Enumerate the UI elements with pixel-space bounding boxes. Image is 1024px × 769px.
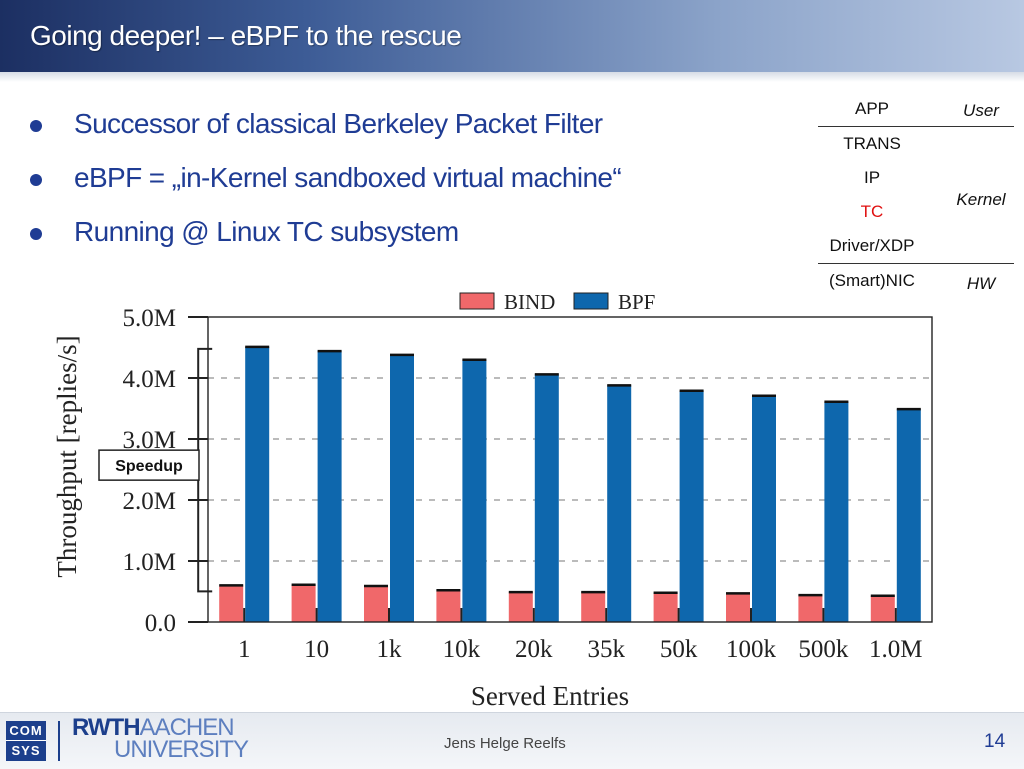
bar-bpf: [824, 401, 849, 622]
bars: [219, 345, 921, 622]
bar-bpf: [462, 359, 487, 622]
bar-bpf: [390, 354, 414, 622]
footer: COM SYS RWTHAACHEN UNIVERSITY Jens Helge…: [0, 712, 1024, 769]
title-bar: Going deeper! – eBPF to the rescue: [0, 0, 1024, 72]
bar-bind: [653, 592, 678, 622]
bar-bpf: [534, 374, 559, 622]
y-tick-label: 5.0M: [123, 305, 176, 332]
bullet-list: Successor of classical Berkeley Packet F…: [30, 108, 622, 270]
bar-bind: [364, 586, 388, 622]
speedup-bracket: [197, 347, 213, 593]
throughput-bar-chart: 0.01.0M2.0M3.0M4.0M5.0M1 10 1k 10k 20k 35k 50k…: [52, 290, 933, 710]
bullet-dot-icon: [30, 228, 42, 240]
legend-label-bind: BIND: [504, 290, 555, 314]
x-tick-label: 20k: [515, 636, 553, 663]
speedup-annotation-box: [98, 449, 200, 481]
bar-bind: [726, 593, 750, 622]
zone-label-kernel: Kernel: [956, 190, 1006, 209]
stack-layer-trans: TRANS: [843, 134, 901, 153]
bullet-text: Successor of classical Berkeley Packet F…: [74, 108, 603, 139]
x-tick-label: 10k: [443, 636, 481, 663]
bullet-item: eBPF = „in-Kernel sandboxed virtual mach…: [30, 162, 622, 216]
x-tick-label: 100k: [726, 636, 777, 663]
x-tick-label: 1.0M: [869, 636, 922, 663]
x-tick-label: 1: [238, 636, 251, 663]
bar-bpf: [245, 346, 270, 622]
bar-bpf: [317, 351, 342, 622]
zone-label-user: User: [963, 101, 999, 120]
legend-label-bpf: BPF: [618, 290, 655, 314]
bar-bind: [219, 585, 244, 622]
bar-bpf: [896, 409, 921, 622]
x-axis-label: Served Entries: [471, 681, 629, 710]
x-tick-label: 1k: [377, 636, 403, 663]
stack-layer-smartnic: (Smart)NIC: [829, 271, 915, 290]
zone-divider: [818, 126, 1014, 127]
network-stack-diagram: APP User TRANS IP Kernel TC Driver/XDP (…: [818, 92, 1014, 298]
bullet-dot-icon: [30, 120, 42, 132]
bar-bind: [798, 595, 823, 622]
rwth-aachen-logo: RWTHAACHEN UNIVERSITY: [72, 714, 249, 763]
presenter-name: Jens Helge Reelfs: [444, 735, 566, 752]
bar-bpf: [679, 390, 704, 622]
x-tick-label: 10: [304, 636, 329, 663]
bullet-dot-icon: [30, 174, 42, 186]
bar-bind: [291, 584, 316, 622]
legend-swatch-bind: [459, 292, 495, 310]
y-axis-label: Throughput [replies/s]: [52, 335, 82, 577]
logo-text: RWTH: [72, 714, 141, 741]
x-tick-label: 50k: [660, 636, 698, 663]
zone-label-hw: HW: [966, 274, 996, 293]
stack-layer-app: APP: [854, 99, 890, 118]
stack-layer-ip: IP: [863, 168, 881, 187]
bullet-text: eBPF = „in-Kernel sandboxed virtual mach…: [74, 162, 622, 193]
header-separator: [0, 72, 1024, 82]
y-tick-label: 2.0M: [123, 488, 176, 515]
logo-text: SYS: [6, 740, 46, 760]
stack-layer-tc: TC: [860, 202, 884, 221]
legend-swatch-bpf: [573, 292, 609, 310]
x-tick-label: 35k: [587, 636, 625, 663]
grid-lines: [208, 377, 932, 562]
axis-ticks: 0.01.0M2.0M3.0M4.0M5.0M1 10 1k 10k 20k 35k 50k…: [123, 305, 923, 663]
bullet-item: Running @ Linux TC subsystem: [30, 216, 621, 270]
bar-bind: [508, 592, 533, 622]
page-number: 14: [984, 731, 1006, 752]
stack-layer-driver-xdp: Driver/XDP: [829, 236, 915, 255]
bullet-item: Successor of classical Berkeley Packet F…: [30, 108, 621, 162]
logo-text: AACHEN: [139, 714, 235, 741]
speedup-annotation-label: Speedup: [115, 458, 183, 475]
plot-frame: [207, 316, 933, 623]
bullet-text: Running @ Linux TC subsystem: [74, 216, 459, 247]
logo-text: COM: [9, 723, 43, 738]
y-tick-label: 4.0M: [123, 366, 176, 393]
bar-bind: [581, 592, 606, 622]
legend: BIND BPF: [459, 290, 655, 314]
bar-bpf: [752, 395, 776, 622]
bar-bpf: [607, 385, 632, 622]
bar-bind: [870, 595, 895, 622]
slide-title: Going deeper! – eBPF to the rescue: [30, 20, 462, 51]
comsys-logo: COM SYS: [6, 721, 46, 761]
y-tick-label: 1.0M: [123, 549, 176, 576]
zone-divider: [818, 263, 1014, 264]
bar-bind: [436, 590, 461, 622]
x-tick-label: 500k: [798, 636, 849, 663]
logo-divider: [58, 721, 60, 761]
y-tick-label: 0.0: [145, 610, 176, 637]
logo-text: UNIVERSITY: [114, 736, 249, 763]
